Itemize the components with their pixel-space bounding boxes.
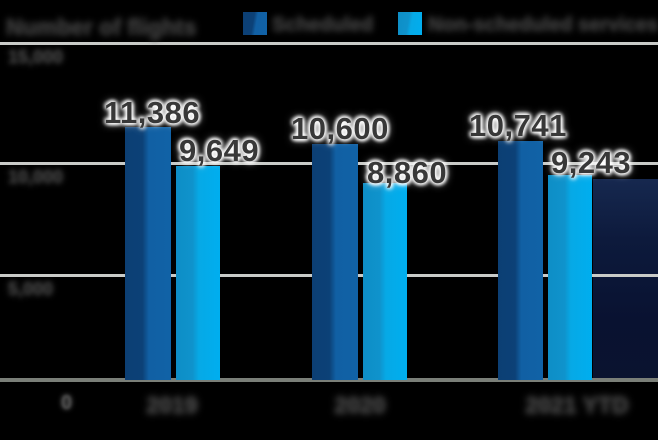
y-tick-10000: 10,000 bbox=[8, 167, 64, 187]
right-edge-navy-block bbox=[593, 179, 658, 380]
bar-dark-group2 bbox=[312, 144, 358, 380]
y-tick-5000: 5,000 bbox=[8, 279, 54, 299]
chart-title: Number of flights bbox=[6, 14, 197, 40]
data-label-light-group3: 9,243 bbox=[551, 145, 632, 180]
legend-label-scheduled: Scheduled bbox=[272, 14, 374, 36]
x-label-2021-ytd: 2021 YTD bbox=[525, 392, 629, 418]
x-label-2020: 2020 bbox=[334, 392, 386, 418]
bar-light-group3 bbox=[548, 175, 592, 380]
data-label-light-group1: 9,649 bbox=[179, 133, 260, 168]
legend-swatch-scheduled bbox=[243, 12, 267, 35]
data-label-dark-group3: 10,741 bbox=[469, 108, 567, 143]
data-label-dark-group1: 11,386 bbox=[104, 95, 201, 130]
bar-light-group1 bbox=[176, 166, 220, 380]
x-label-2019: 2019 bbox=[146, 392, 198, 418]
data-label-dark-group2: 10,600 bbox=[291, 111, 389, 146]
bar-dark-group3 bbox=[498, 141, 543, 380]
x-axis-line bbox=[0, 378, 658, 382]
bar-light-group2 bbox=[363, 183, 407, 380]
y-tick-zero: 0 bbox=[61, 392, 73, 414]
data-label-light-group2: 8,860 bbox=[367, 155, 448, 190]
y-tick-15000: 15,000 bbox=[8, 47, 64, 67]
legend-swatch-non-scheduled bbox=[398, 12, 422, 35]
bar-dark-group1 bbox=[125, 127, 171, 380]
gridline-15000 bbox=[0, 42, 658, 45]
legend-label-non-scheduled: Non-scheduled services bbox=[428, 14, 658, 36]
